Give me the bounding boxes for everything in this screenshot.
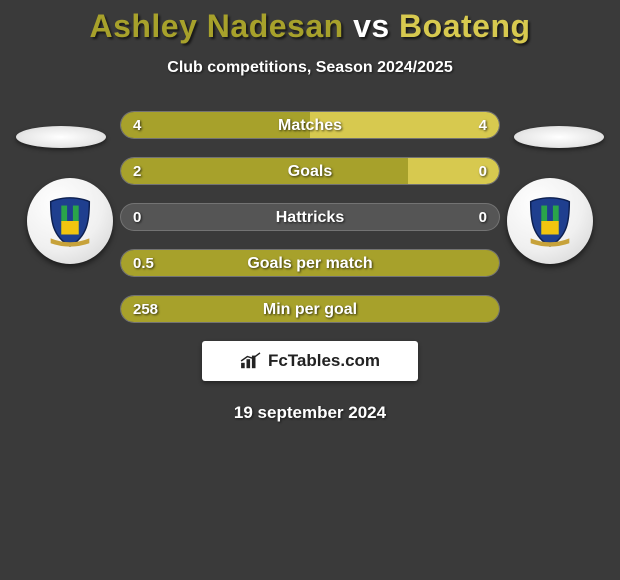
stat-label: Min per goal <box>121 296 499 323</box>
stat-value-right: 0 <box>479 158 487 185</box>
player2-name: Boateng <box>399 8 531 44</box>
comparison-title: Ashley Nadesan vs Boateng <box>0 0 620 45</box>
subtitle: Club competitions, Season 2024/2025 <box>0 59 620 77</box>
player1-name: Ashley Nadesan <box>89 8 343 44</box>
bar-chart-icon <box>240 352 262 370</box>
date-text: 19 september 2024 <box>0 403 620 423</box>
stat-label: Goals per match <box>121 250 499 277</box>
vs-text: vs <box>344 8 399 44</box>
stat-row: 0.5Goals per match <box>120 249 500 277</box>
stat-row: 0Hattricks0 <box>120 203 500 231</box>
stat-row: 258Min per goal <box>120 295 500 323</box>
stat-label: Hattricks <box>121 204 499 231</box>
stat-label: Goals <box>121 158 499 185</box>
stat-row: 2Goals0 <box>120 157 500 185</box>
stats-comparison-chart: 4Matches42Goals00Hattricks00.5Goals per … <box>0 111 620 323</box>
brand-text: FcTables.com <box>268 351 380 371</box>
stat-value-right: 4 <box>479 112 487 139</box>
stat-value-right: 0 <box>479 204 487 231</box>
stat-label: Matches <box>121 112 499 139</box>
stat-row: 4Matches4 <box>120 111 500 139</box>
brand-box: FcTables.com <box>202 341 418 381</box>
